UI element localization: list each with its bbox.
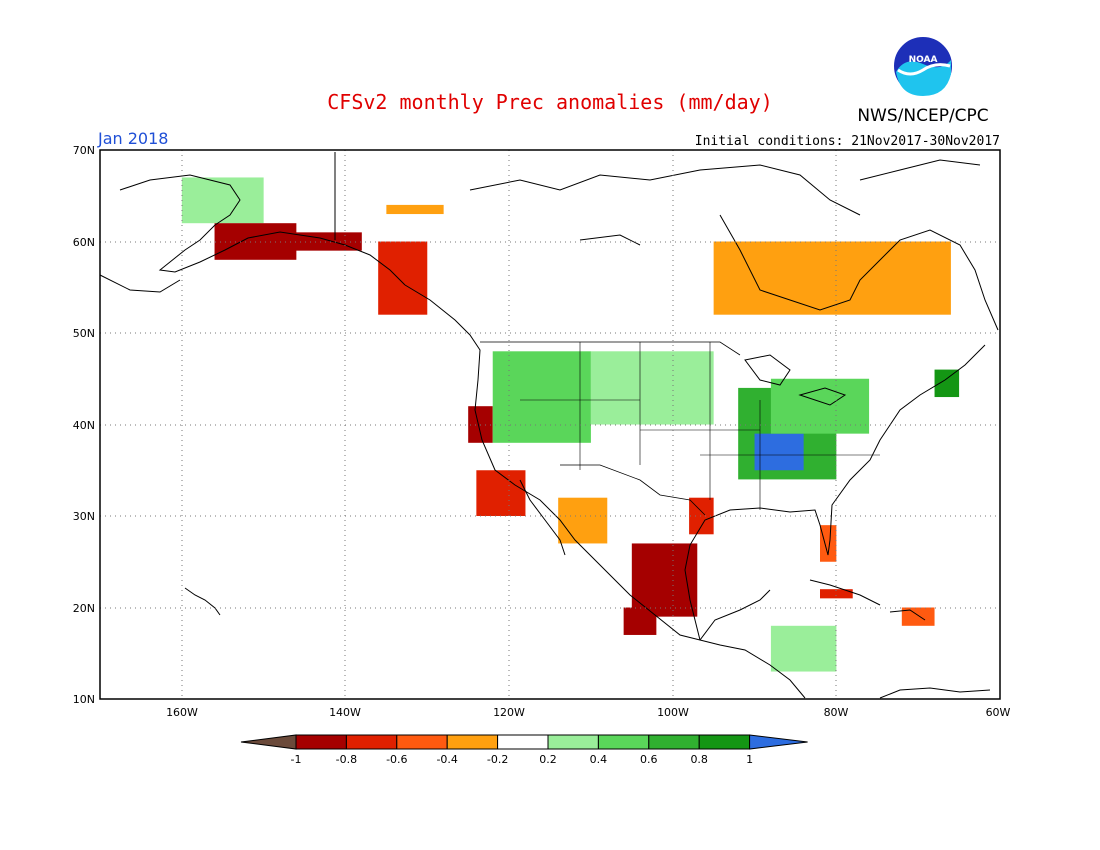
legend-swatch [446, 734, 499, 750]
legend-label: 0.2 [539, 753, 557, 766]
legend-label: -0.6 [386, 753, 407, 766]
valid-month: Jan 2018 [97, 129, 168, 148]
anomaly-cell [378, 241, 428, 315]
map-frame [99, 149, 1001, 700]
anomaly-cell [181, 177, 264, 224]
legend-swatch [597, 734, 650, 750]
initial-conditions: Initial conditions: 21Nov2017-30Nov2017 [695, 134, 1000, 149]
lon-label: 120W [493, 706, 525, 719]
lon-label: 100W [657, 706, 689, 719]
anomaly-cell [820, 525, 837, 562]
anomaly-cell [558, 497, 608, 544]
lat-label: 70N [73, 144, 95, 157]
lon-label: 60W [986, 706, 1011, 719]
anomaly-cell [770, 625, 837, 672]
legend-label: -1 [291, 753, 302, 766]
legend-label: -0.2 [487, 753, 508, 766]
anomaly-cell [754, 433, 804, 471]
anomaly-cell [901, 607, 935, 626]
lat-label: 10N [73, 693, 95, 706]
legend-swatch [547, 734, 599, 750]
anomaly-cell [476, 470, 526, 516]
anomaly-cell [934, 369, 960, 398]
anomaly-cell [492, 351, 591, 443]
lon-label: 140W [329, 706, 361, 719]
lat-labels: 70N 60N 50N 40N 30N 20N 10N [73, 144, 95, 706]
noaa-logo: NOAA [892, 35, 954, 97]
graticule [100, 150, 1000, 699]
legend-label: 1 [746, 753, 753, 766]
anomaly-field [181, 177, 960, 672]
coastlines [99, 152, 999, 699]
legend-swatch [648, 734, 700, 750]
legend-label: 0.4 [590, 753, 608, 766]
anomaly-cell [820, 589, 853, 599]
legend-swatch [698, 734, 751, 750]
anomaly-cell [689, 497, 714, 535]
logo-text: NOAA [909, 55, 938, 65]
organization-label: NWS/NCEP/CPC [857, 106, 988, 126]
legend-swatch [749, 734, 808, 750]
chart-title: CFSv2 monthly Prec anomalies (mm/day) [327, 90, 773, 114]
lon-labels: 160W 140W 120W 100W 80W 60W [166, 706, 1010, 719]
color-legend: -1 -0.8 -0.6 -0.4 -0.2 0.2 0.4 0.6 0.8 1 [240, 734, 808, 766]
lon-label: 160W [166, 706, 198, 719]
map-panel [99, 149, 1001, 700]
anomaly-cell [386, 204, 444, 215]
legend-swatch [396, 734, 448, 750]
lat-label: 40N [73, 419, 95, 432]
legend-label: 0.6 [640, 753, 658, 766]
legend-swatch [295, 734, 347, 750]
legend-swatch [345, 734, 398, 750]
legend-label: -0.4 [436, 753, 457, 766]
lat-label: 60N [73, 236, 95, 249]
anomaly-cell [631, 543, 698, 617]
lat-label: 30N [73, 510, 95, 523]
anomaly-cell [590, 351, 714, 425]
legend-label: -0.8 [336, 753, 357, 766]
lat-label: 20N [73, 602, 95, 615]
legend-label: 0.8 [690, 753, 708, 766]
legend-swatch [497, 734, 549, 750]
anomaly-cell [713, 241, 951, 315]
legend-swatch [240, 734, 297, 750]
lon-label: 80W [824, 706, 849, 719]
lat-label: 50N [73, 327, 95, 340]
